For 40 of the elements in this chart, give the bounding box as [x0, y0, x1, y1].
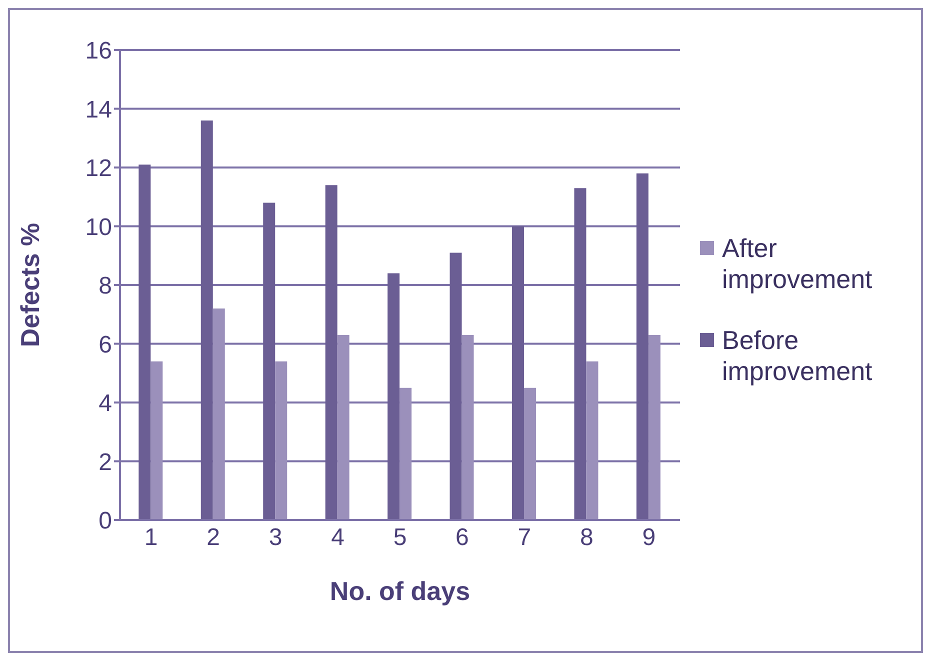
y-tick-label: 8 — [98, 272, 112, 300]
x-axis-title: No. of days — [330, 576, 470, 606]
bar — [586, 361, 598, 520]
bar — [450, 252, 462, 520]
bar — [275, 361, 288, 520]
y-tick-label: 14 — [85, 96, 112, 124]
bar — [325, 185, 338, 520]
x-tick-label: 2 — [206, 524, 220, 552]
bar — [636, 173, 648, 520]
y-tick-label: 6 — [98, 331, 112, 358]
x-tick-label: 9 — [642, 524, 656, 552]
bar — [400, 388, 412, 520]
bar — [263, 202, 276, 520]
x-tick-label: 1 — [144, 524, 158, 552]
bar — [337, 334, 350, 520]
y-axis-title: Defects % — [15, 222, 46, 348]
x-tick-label: 8 — [580, 524, 594, 552]
bar — [574, 188, 586, 520]
bar — [388, 273, 400, 520]
y-tick-label: 12 — [85, 155, 112, 182]
y-tick-label: 16 — [85, 38, 112, 65]
bar — [512, 226, 524, 520]
x-tick-label: 7 — [518, 524, 532, 552]
legend-label: Before improvement — [722, 325, 874, 387]
x-tick-label: 6 — [456, 524, 469, 552]
x-tick-label: 3 — [268, 524, 282, 552]
x-tick-label: 5 — [393, 524, 407, 552]
bar — [200, 120, 213, 520]
bar — [212, 308, 225, 520]
y-tick-label: 0 — [98, 508, 112, 535]
y-tick-label: 4 — [98, 390, 112, 418]
bar — [150, 361, 163, 520]
y-tick-label: 10 — [85, 214, 112, 241]
legend-label: After improvement — [722, 233, 874, 295]
x-tick-label: 4 — [331, 524, 344, 552]
y-tick-label: 2 — [98, 448, 112, 476]
bar — [648, 334, 660, 520]
bar — [138, 164, 151, 520]
bar — [462, 334, 474, 520]
bar — [524, 388, 536, 520]
